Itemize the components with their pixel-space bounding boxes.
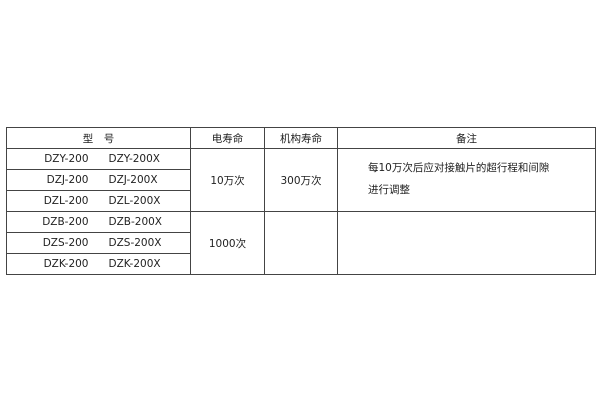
model-name: DZY-200: [44, 153, 89, 165]
remark-line: 进行调整: [368, 184, 410, 196]
mechanical-life-cell: [264, 211, 338, 275]
header-model: 型 号: [6, 127, 191, 149]
table-row: DZB-200 DZB-200X 1000次: [6, 211, 596, 275]
model-name-x: DZB-200X: [108, 216, 163, 228]
model-name-x: DZL-200X: [108, 195, 161, 207]
model-cell: DZK-200 DZK-200X: [6, 253, 191, 275]
model-name: DZB-200: [42, 216, 89, 228]
model-name-x: DZY-200X: [108, 153, 160, 165]
table-row: DZL-200 DZL-200X: [6, 190, 596, 212]
header-remarks: 备注: [337, 127, 596, 149]
header-row: 型 号 电寿命 机构寿命 备注: [6, 127, 596, 149]
remarks-cell: [337, 211, 596, 275]
model-name-x: DZS-200X: [108, 237, 162, 249]
model-cell: DZS-200 DZS-200X: [6, 232, 191, 254]
model-name-x: DZK-200X: [108, 258, 161, 270]
model-cell: DZB-200 DZB-200X: [6, 211, 191, 233]
mechanical-life-cell: 300万次: [264, 148, 338, 212]
model-name: DZK-200: [43, 258, 89, 270]
model-name: DZJ-200: [46, 174, 89, 186]
header-mechanical-life: 机构寿命: [264, 127, 338, 149]
model-cell: DZL-200 DZL-200X: [6, 190, 191, 212]
model-name: DZS-200: [42, 237, 89, 249]
electrical-life-cell: 10万次: [190, 148, 265, 212]
model-cell: DZJ-200 DZJ-200X: [6, 169, 191, 191]
specs-table: 型 号 电寿命 机构寿命 备注 DZY-200 DZY-200X 10万次 300…: [6, 127, 596, 275]
model-name-x: DZJ-200X: [108, 174, 158, 186]
table-row: DZY-200 DZY-200X 10万次 300万次 每10万次后应对接触片的超…: [6, 148, 596, 212]
model-name: DZL-200: [43, 195, 89, 207]
model-cell: DZY-200 DZY-200X: [6, 148, 191, 170]
remark-line: 每10万次后应对接触片的超行程和间隙: [368, 162, 550, 174]
header-electrical-life: 电寿命: [190, 127, 265, 149]
electrical-life-cell: 1000次: [190, 211, 265, 275]
remarks-cell: 每10万次后应对接触片的超行程和间隙 进行调整: [337, 148, 596, 212]
table-row: DZK-200 DZK-200X: [6, 253, 596, 275]
